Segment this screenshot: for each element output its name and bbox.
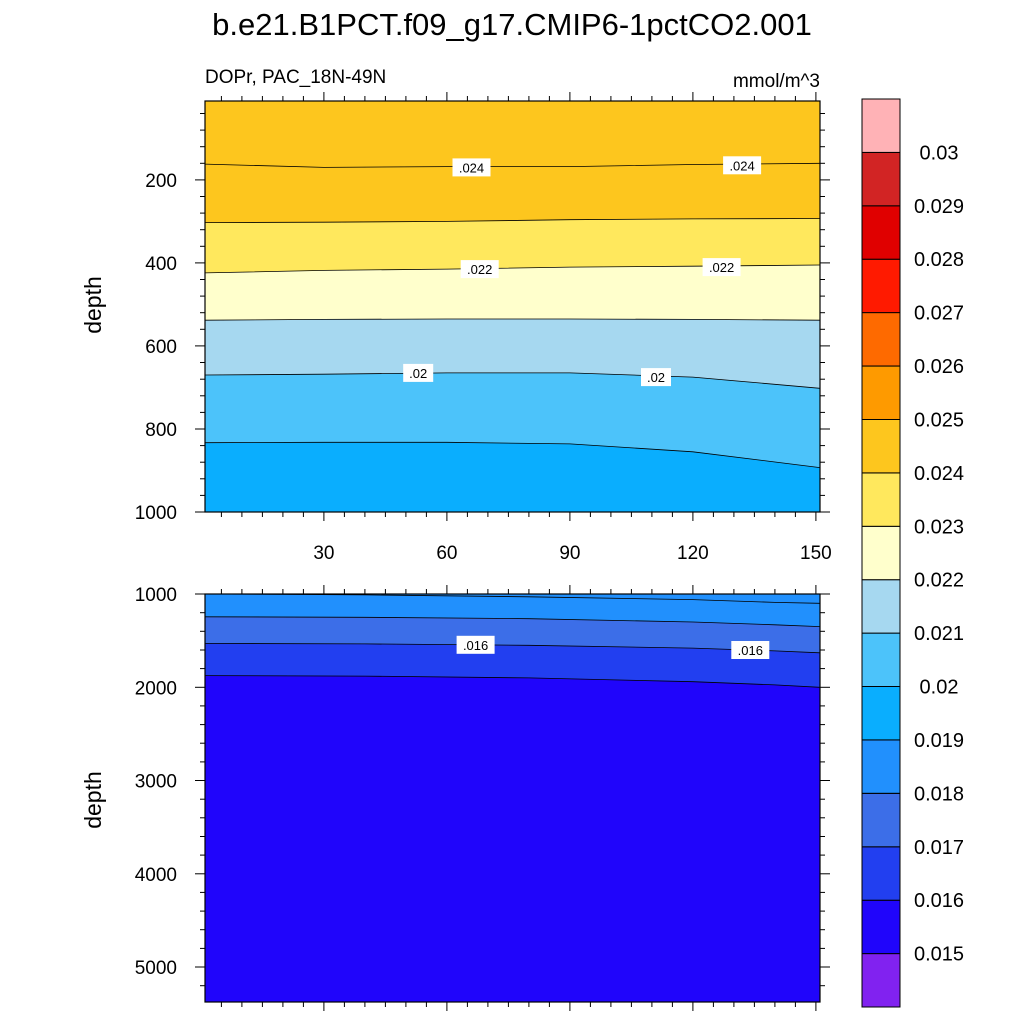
contour-label-text: .022 [709,260,734,275]
contour-label-text: .02 [409,366,427,381]
colorbar-label: 0.021 [914,623,964,645]
upper-contour-label-1: .024 [723,156,762,175]
colorbar-label: 0.019 [914,730,964,752]
colorbar-label: 0.02 [920,677,959,699]
contour-label-box [731,641,770,659]
colorbar-swatch [861,258,901,314]
contour-label-box [456,635,495,654]
colorbar-swatch [861,632,901,687]
units-subtitle: mmol/m^3 [733,71,820,92]
lower-panel: depth .016 .016 1000 2000 3000 4000 5000 [80,585,830,1011]
upper-x-tick-label: 120 [677,543,709,564]
upper-contour-line-5 [205,441,820,468]
colorbar-label: 0.024 [914,463,964,485]
colorbar-label: 0.015 [914,944,964,966]
colorbar-swatch [861,312,901,367]
upper-band-5 [205,442,820,512]
colorbar-swatch [861,365,901,421]
upper-contour-label-2: .022 [460,260,499,279]
upper-contour-line-4 [205,372,820,389]
lower-frame [204,593,821,1003]
colorbar-swatch [861,151,901,207]
colorbar-swatch [861,98,901,153]
upper-contour-label-4: .02 [403,363,434,382]
colorbar-label: 0.016 [914,890,964,912]
contour-label-box [452,158,491,177]
upper-y-tick-label: 200 [145,171,177,192]
colorbar-label: 0.018 [914,783,964,805]
lower-contour-line-2 [205,643,820,654]
contour-label-text: .024 [459,160,484,175]
lower-contour-line-3 [205,675,820,688]
colorbar-label: 0.03 [920,142,959,164]
lower-y-tick-label: 5000 [135,958,177,979]
lower-y-tick-label: 3000 [135,772,177,793]
lower-y-axis-label: depth [80,771,106,829]
contour-label-text: .022 [467,262,492,277]
colorbar-label: 0.026 [914,356,964,378]
colorbar-swatch [861,953,901,1008]
upper-x-tick-label: 60 [436,543,457,564]
colorbar-label: 0.017 [914,837,964,859]
upper-plot-area: .024 .024 .022 .022 .02 .02 [205,101,820,512]
contour-label-text: .02 [647,370,665,385]
contour-label-text: .016 [738,643,763,658]
lower-contour-label-1: .016 [731,641,770,659]
colorbar-label: 0.025 [914,410,964,432]
colorbar-label: 0.023 [914,516,964,538]
lower-plot-area: .016 .016 [205,594,820,1002]
upper-contour-label-5: .02 [641,368,671,387]
upper-y-axis-label: depth [80,276,106,334]
lower-contour-line-1 [205,616,820,627]
upper-y-tick-label: 800 [145,420,177,441]
colorbar-swatch [861,846,901,901]
colorbar-swatch [861,739,901,794]
lower-contour-line-0 [205,594,820,604]
colorbar-swatch [861,899,901,955]
upper-y-tick-label: 400 [145,254,177,275]
upper-x-tick-label: 90 [559,543,580,564]
contour-label-box [641,368,671,387]
colorbar-swatch [861,472,901,527]
colorbar-swatch [861,419,901,474]
upper-panel: depth .024 .024 .022 .022 .02 .02 30 60 90 120 150… [80,92,832,564]
colorbar-swatch [861,525,901,581]
left-subtitle: DOPr, PAC_18N-49N [205,67,386,88]
contour-label-box [403,363,434,382]
lower-y-tick-label: 2000 [135,678,177,699]
colorbar-swatch [861,205,901,260]
colorbar-swatch [861,579,901,634]
contour-label-box [723,156,762,175]
upper-x-tick-label: 150 [800,543,832,564]
lower-band-3 [205,675,820,1002]
contour-label-text: .024 [729,158,754,173]
upper-x-tick-label: 30 [313,543,334,564]
contour-label-box [460,260,499,279]
upper-frame [204,100,821,513]
colorbar-swatch [861,792,901,848]
colorbar-label: 0.022 [914,570,964,592]
upper-contour-line-3 [205,318,820,321]
upper-contour-line-0 [205,162,820,168]
colorbar-label: 0.029 [914,196,964,218]
colorbar-swatch [861,686,901,741]
upper-contour-line-1 [205,218,820,223]
upper-y-tick-label: 600 [145,337,177,358]
colorbar: 0.015 0.016 0.017 0.018 0.019 0.02 0.021 0.022 0… [861,98,964,1008]
colorbar-label: 0.027 [914,303,964,325]
lower-y-tick-label: 4000 [135,865,177,886]
upper-y-tick-label: 1000 [135,503,177,524]
upper-contour-label-0: .024 [452,158,491,177]
lower-contour-label-0: .016 [456,635,495,654]
upper-contour-label-3: .022 [702,258,741,277]
contour-label-box [702,258,741,277]
colorbar-label: 0.028 [914,249,964,271]
figure-title: b.e21.B1PCT.f09_g17.CMIP6-1pctCO2.001 [212,7,812,42]
lower-y-tick-label: 1000 [135,585,177,606]
contour-label-text: .016 [463,638,488,653]
